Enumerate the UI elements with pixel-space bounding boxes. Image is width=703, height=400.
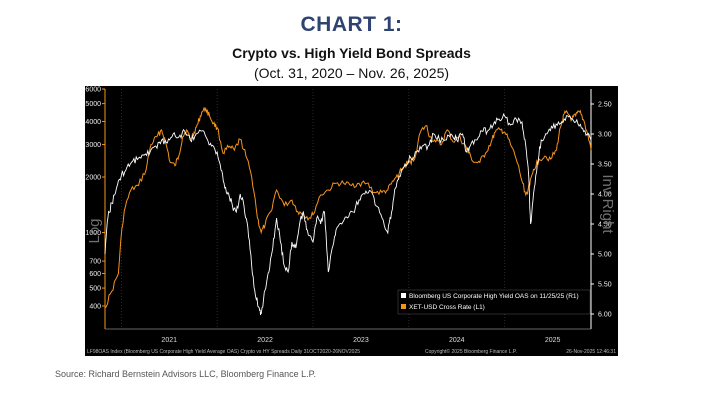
left-tick-label: 2000: [85, 175, 101, 182]
chart-subtitle: Crypto vs. High Yield Bond Spreads: [232, 45, 471, 61]
bloomberg-chart-panel: 2021 2022 2023 2024 2025 6000 5000 4000 3000 2000…: [85, 86, 618, 356]
terminal-footer-timestamp: 26-Nov-2025 12:46:31: [566, 349, 616, 355]
terminal-footer-index: LF98OAS Index (Bloomberg US Corporate Hi…: [87, 349, 360, 355]
legend-swatch: [401, 304, 406, 309]
x-tick-label: 2024: [449, 337, 465, 344]
right-tick-label: 6.00: [598, 312, 612, 319]
series-line-hy-oas: [104, 112, 592, 316]
legend-box: [397, 289, 591, 315]
right-tick-label: 2.50: [598, 102, 612, 109]
x-tick-label: 2022: [257, 337, 273, 344]
dual-axis-line-chart: 2021 2022 2023 2024 2025 6000 5000 4000 3000 2000…: [85, 86, 618, 356]
x-tick-label: 2025: [545, 337, 561, 344]
left-tick-label: 3000: [85, 142, 101, 149]
x-tick-label: 2023: [353, 337, 369, 344]
source-note: Source: Richard Bernstein Advisors LLC, …: [55, 369, 316, 379]
chart-background: [85, 86, 618, 356]
right-tick-label: 3.50: [598, 162, 612, 169]
chart-number-title: CHART 1:: [300, 13, 403, 36]
right-tick-label: 3.00: [598, 132, 612, 139]
right-tick-label: 5.00: [598, 252, 612, 259]
right-axis-inverted-tag: Inv Right: [599, 174, 616, 234]
left-tick-label: 700: [89, 259, 101, 266]
legend-swatch: [401, 293, 406, 298]
left-tick-label: 6000: [85, 87, 101, 94]
legend-label: Bloomberg US Corporate High Yield OAS on…: [409, 293, 579, 300]
left-tick-label: 500: [89, 286, 101, 293]
x-tick-label: 2021: [161, 337, 177, 344]
left-tick-label: 600: [89, 271, 101, 278]
left-axis-scale-tag: Log: [86, 218, 103, 243]
axes: 2021 2022 2023 2024 2025 6000 5000 4000 3000 2000…: [85, 87, 611, 345]
chart-date-range: (Oct. 31, 2020 – Nov. 26, 2025): [253, 65, 450, 81]
right-tick-label: 4.00: [598, 192, 612, 199]
terminal-footer-copyright: Copyright© 2025 Bloomberg Finance L.P.: [425, 348, 517, 355]
chart-legend: Bloomberg US Corporate High Yield OAS on…: [397, 289, 591, 315]
left-tick-label: 5000: [85, 101, 101, 108]
series-lines: [104, 106, 592, 316]
left-tick-label: 1000: [85, 230, 101, 237]
legend-label: XET-USD Cross Rate (L1): [409, 304, 485, 311]
right-tick-label: 4.50: [598, 222, 612, 229]
left-tick-label: 4000: [85, 119, 101, 126]
left-tick-label: 400: [89, 303, 101, 310]
series-line-xet-usd: [104, 106, 592, 309]
right-tick-label: 5.50: [598, 282, 612, 289]
